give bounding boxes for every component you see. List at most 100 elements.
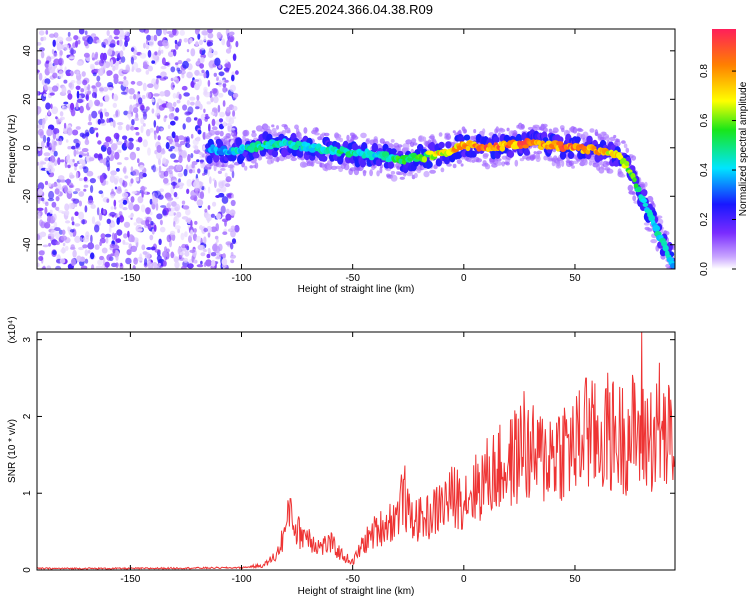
noise-cell bbox=[44, 157, 49, 162]
noise-cell bbox=[195, 235, 202, 243]
ridge-halo bbox=[536, 150, 543, 155]
ridge-band bbox=[206, 155, 213, 164]
noise-cell bbox=[74, 211, 79, 216]
noise-cell bbox=[230, 259, 235, 264]
noise-cell bbox=[91, 85, 96, 89]
noise-cell bbox=[190, 153, 194, 159]
ridge-halo bbox=[396, 171, 404, 176]
noise-cell bbox=[168, 135, 173, 140]
noise-cell bbox=[111, 232, 115, 241]
noise-cell bbox=[221, 196, 229, 204]
figure-title: C2E5.2024.366.04.38.R09 bbox=[279, 2, 433, 17]
ridge-halo bbox=[314, 132, 320, 136]
noise-cell bbox=[133, 93, 137, 100]
noise-cell bbox=[87, 250, 91, 254]
noise-cell bbox=[71, 221, 75, 226]
noise-cell bbox=[124, 157, 129, 161]
noise-cell bbox=[73, 149, 77, 157]
ridge-halo bbox=[673, 279, 676, 285]
noise-cell bbox=[79, 236, 83, 243]
ridge-halo bbox=[561, 160, 565, 168]
noise-cell bbox=[65, 139, 69, 143]
noise-cell bbox=[49, 92, 55, 96]
noise-cell bbox=[117, 186, 122, 192]
noise-cell bbox=[99, 111, 103, 120]
noise-cell bbox=[110, 170, 117, 176]
noise-cell bbox=[119, 50, 124, 58]
noise-cell bbox=[141, 244, 146, 251]
noise-cell bbox=[122, 44, 126, 51]
noise-cell bbox=[163, 177, 169, 184]
noise-cell bbox=[83, 52, 90, 58]
noise-cell bbox=[113, 29, 120, 36]
ridge-band bbox=[435, 158, 443, 167]
noise-cell bbox=[187, 263, 194, 269]
noise-cell bbox=[83, 184, 89, 188]
noise-cell bbox=[72, 191, 78, 195]
noise-cell bbox=[78, 246, 84, 251]
noise-cell bbox=[133, 204, 140, 212]
noise-cell bbox=[120, 56, 126, 63]
noise-cell bbox=[224, 172, 228, 178]
noise-cell bbox=[50, 103, 53, 110]
spectrogram-panel: -150 -100 -50 0 50 -40 -20 0 20 40 Height of stra… bbox=[7, 28, 676, 295]
ridge-halo bbox=[505, 161, 511, 166]
x-tick-label: -50 bbox=[345, 574, 360, 585]
noise-cell bbox=[146, 34, 152, 41]
noise-cell bbox=[227, 32, 230, 41]
ridge-halo bbox=[411, 138, 417, 144]
ridge-halo bbox=[204, 164, 212, 170]
noise-cell bbox=[145, 44, 150, 50]
noise-cell bbox=[37, 199, 41, 204]
noise-cell bbox=[212, 95, 219, 104]
x-tick-label: -100 bbox=[232, 574, 252, 585]
noise-cell bbox=[231, 238, 237, 245]
ridge-halo bbox=[594, 129, 599, 137]
noise-cell bbox=[218, 71, 225, 77]
noise-cell bbox=[145, 216, 152, 223]
noise-cell bbox=[122, 192, 129, 198]
noise-cell bbox=[214, 57, 221, 66]
ridge-halo bbox=[315, 127, 319, 132]
noise-cell bbox=[194, 83, 200, 91]
noise-cell bbox=[52, 213, 57, 221]
ridge-halo bbox=[399, 176, 405, 180]
noise-cell bbox=[199, 49, 202, 55]
noise-cell bbox=[99, 102, 104, 107]
noise-cell bbox=[232, 109, 236, 118]
noise-cell bbox=[84, 129, 90, 138]
noise-cell bbox=[38, 72, 43, 81]
noise-cell bbox=[135, 217, 142, 224]
noise-cell bbox=[171, 131, 176, 139]
noise-cell bbox=[162, 250, 168, 258]
noise-cell bbox=[76, 60, 83, 66]
x-tick-label: 50 bbox=[569, 273, 581, 284]
ridge-band bbox=[417, 143, 424, 152]
noise-cell bbox=[197, 168, 201, 174]
noise-cell bbox=[170, 120, 176, 126]
noise-cell bbox=[155, 29, 162, 37]
noise-cell bbox=[53, 227, 61, 232]
noise-cell bbox=[99, 159, 105, 164]
noise-cell bbox=[101, 65, 105, 71]
noise-cell bbox=[196, 199, 204, 207]
noise-cell bbox=[40, 161, 47, 165]
colorbar-gradient bbox=[712, 29, 736, 269]
noise-cell bbox=[226, 39, 231, 48]
noise-cell bbox=[56, 132, 60, 140]
ridge-halo bbox=[423, 170, 430, 178]
noise-cell bbox=[80, 265, 88, 269]
noise-cell bbox=[192, 169, 196, 173]
noise-cell bbox=[50, 183, 58, 188]
noise-cell bbox=[142, 139, 148, 148]
noise-cell bbox=[132, 265, 136, 269]
noise-cell bbox=[37, 59, 42, 66]
noise-cell bbox=[67, 188, 73, 194]
noise-cell bbox=[70, 109, 76, 117]
noise-cell bbox=[55, 265, 62, 269]
noise-cell bbox=[37, 106, 42, 115]
noise-cell bbox=[160, 71, 167, 78]
noise-cell bbox=[57, 157, 61, 166]
noise-cell bbox=[109, 43, 116, 48]
